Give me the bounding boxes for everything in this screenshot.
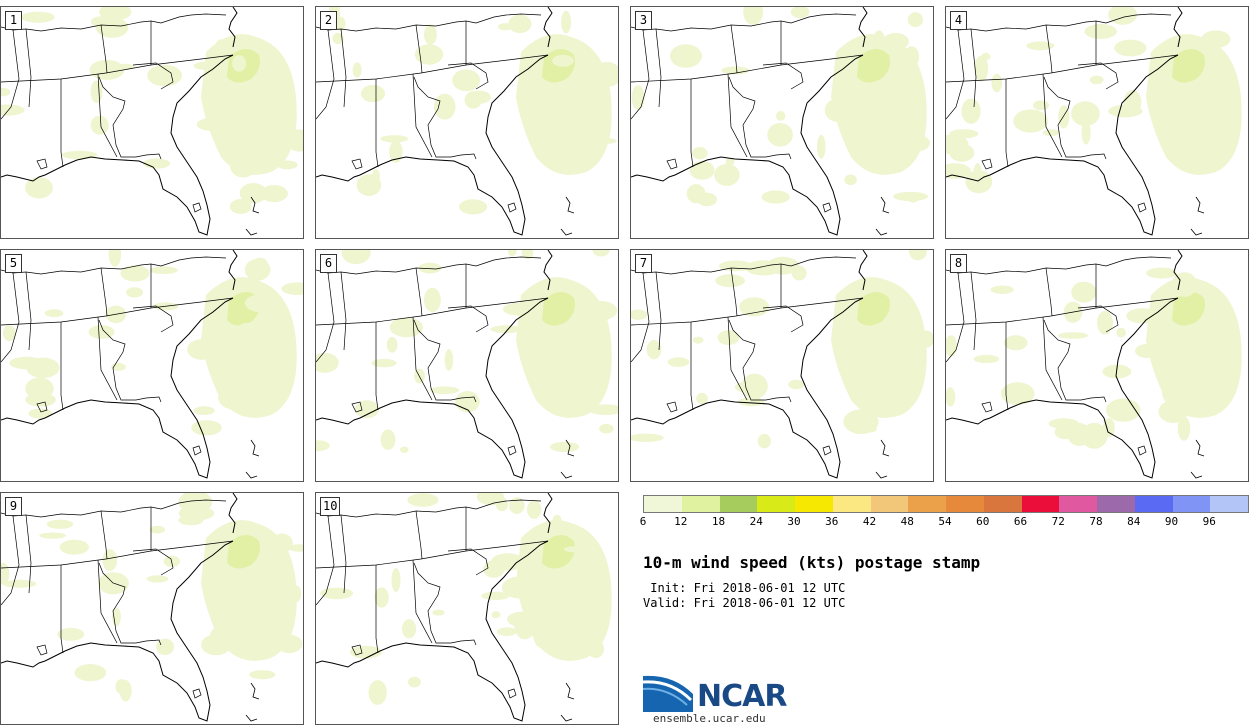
- colorbar-segment: [1097, 496, 1135, 512]
- colorbar-tick-label: 78: [1089, 515, 1103, 528]
- ensemble-member-panel[interactable]: 7: [630, 249, 934, 482]
- colorbar-segment: [681, 496, 720, 512]
- ensemble-member-panel[interactable]: 8: [945, 249, 1249, 482]
- member-number: 4: [950, 11, 967, 30]
- colorbar-segment: [1021, 496, 1060, 512]
- plot-title: 10-m wind speed (kts) postage stamp: [643, 553, 981, 572]
- colorbar-segment: [757, 496, 795, 512]
- ncar-logo-text: NCAR: [697, 679, 787, 714]
- ensemble-url[interactable]: ensemble.ucar.edu: [653, 712, 766, 725]
- colorbar-tick-label: 90: [1164, 515, 1179, 528]
- colorbar-segment: [719, 496, 758, 512]
- colorbar-tick-label: 66: [1013, 515, 1028, 528]
- member-number: 3: [635, 11, 652, 30]
- colorbar-segment: [832, 496, 871, 512]
- colorbar-segment: [946, 496, 984, 512]
- colorbar-tick-label: 18: [711, 515, 726, 528]
- ensemble-member-panel[interactable]: 10: [315, 492, 619, 725]
- ensemble-member-panel[interactable]: 6: [315, 249, 619, 482]
- colorbar-segment: [908, 496, 946, 512]
- colorbar-tick-label: 84: [1127, 515, 1141, 528]
- wind-speed-map: [1, 7, 303, 236]
- ensemble-member-panel[interactable]: 9: [0, 492, 304, 725]
- wind-speed-map: [316, 7, 618, 236]
- wind-speed-map: [946, 250, 1242, 479]
- colorbar-tick-label: 60: [976, 515, 990, 528]
- wind-speed-map: [631, 7, 930, 236]
- ncar-logo-icon: [643, 675, 693, 712]
- wind-speed-map: [631, 250, 933, 479]
- colorbar-segment: [795, 496, 833, 512]
- colorbar-tick-label: 24: [749, 515, 763, 528]
- wind-speed-colorbar: [643, 495, 1249, 513]
- wind-speed-map: [316, 250, 618, 479]
- colorbar-tick-label: 96: [1202, 515, 1216, 528]
- ensemble-member-panel[interactable]: 1: [0, 6, 304, 239]
- colorbar-segment: [983, 496, 1022, 512]
- wind-speed-map: [316, 493, 612, 722]
- wind-speed-map: [946, 7, 1242, 236]
- ensemble-member-panel[interactable]: 5: [0, 249, 304, 482]
- wind-speed-map: [1, 250, 303, 479]
- member-number: 8: [950, 254, 967, 273]
- colorbar-tick-label: 48: [900, 515, 914, 528]
- member-number: 7: [635, 254, 652, 273]
- colorbar-tick-label: 42: [862, 515, 877, 528]
- colorbar-tick-label: 36: [825, 515, 839, 528]
- colorbar-segment: [1059, 496, 1097, 512]
- colorbar-tick-label: 30: [787, 515, 801, 528]
- colorbar-tick-label: 6: [639, 515, 647, 528]
- colorbar-tick-label: 72: [1051, 515, 1065, 528]
- colorbar-tick-label: 54: [938, 515, 952, 528]
- member-number: 6: [320, 254, 337, 273]
- ensemble-member-panel[interactable]: 4: [945, 6, 1249, 239]
- colorbar-segment: [1134, 496, 1173, 512]
- colorbar-tick-label: 12: [674, 515, 688, 528]
- colorbar-segment: [1172, 496, 1211, 512]
- member-number: 2: [320, 11, 337, 30]
- ensemble-member-panel[interactable]: 3: [630, 6, 934, 239]
- colorbar-segment: [644, 496, 682, 512]
- member-number: 9: [5, 497, 22, 516]
- ensemble-member-panel[interactable]: 2: [315, 6, 619, 239]
- member-number: 5: [5, 254, 22, 273]
- colorbar-segment: [1210, 496, 1248, 512]
- wind-speed-map: [1, 493, 303, 722]
- valid-time: Valid: Fri 2018-06-01 12 UTC: [643, 596, 846, 610]
- colorbar-segment: [870, 496, 909, 512]
- member-number: 1: [5, 11, 22, 30]
- member-number: 10: [320, 497, 341, 516]
- init-time: Init: Fri 2018-06-01 12 UTC: [643, 581, 846, 595]
